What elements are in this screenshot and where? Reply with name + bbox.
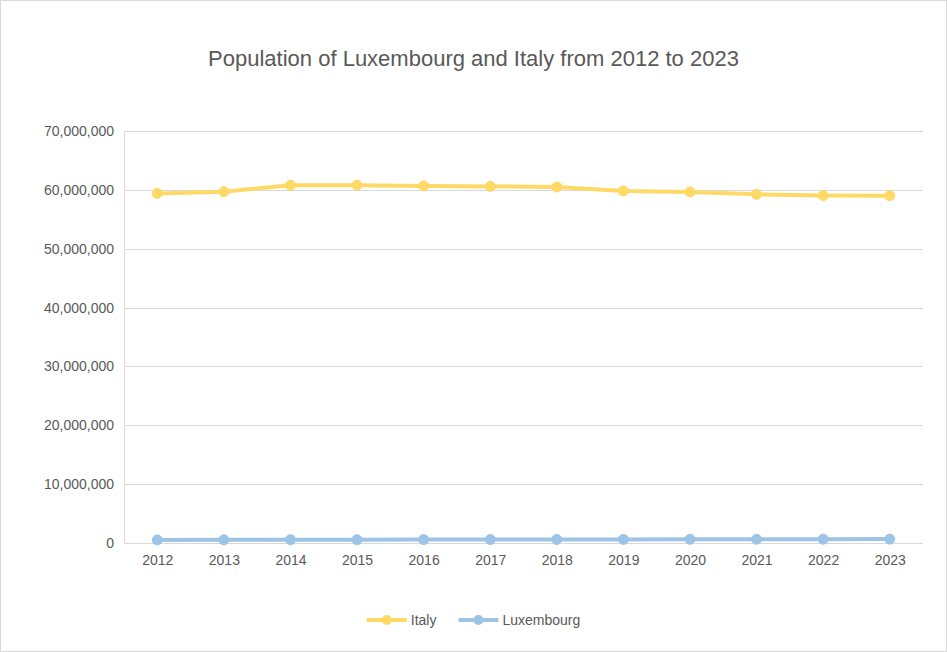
x-tick: 2015 bbox=[342, 543, 373, 568]
x-tick: 2021 bbox=[741, 543, 772, 568]
y-tick: 70,000,000 bbox=[44, 123, 124, 139]
series-marker bbox=[219, 187, 229, 197]
grid-line bbox=[124, 131, 923, 132]
series-marker bbox=[818, 534, 828, 544]
y-tick-label: 50,000,000 bbox=[44, 241, 114, 257]
grid-line bbox=[124, 425, 923, 426]
x-tick-label: 2014 bbox=[275, 552, 306, 568]
x-tick: 2023 bbox=[875, 543, 906, 568]
y-axis-line bbox=[124, 132, 125, 544]
grid-line bbox=[124, 308, 923, 309]
y-axis: 0 10,000,000 20,000,000 30,000,000 40,000,00… bbox=[44, 123, 125, 551]
y-tick: 60,000,000 bbox=[44, 182, 124, 198]
series-marker bbox=[752, 534, 762, 544]
y-tick: 0 bbox=[106, 535, 124, 551]
x-tick: 2020 bbox=[675, 543, 706, 568]
legend-marker bbox=[473, 615, 483, 625]
x-tick: 2018 bbox=[542, 543, 573, 568]
grid-line bbox=[124, 249, 923, 250]
legend-label: Italy bbox=[411, 612, 437, 628]
y-tick-label: 70,000,000 bbox=[44, 123, 114, 139]
y-tick-label: 40,000,000 bbox=[44, 300, 114, 316]
x-tick: 2012 bbox=[142, 543, 173, 568]
legend-item: Italy bbox=[367, 612, 437, 628]
x-tick-label: 2015 bbox=[342, 552, 373, 568]
series-marker bbox=[419, 181, 429, 191]
x-tick: 2017 bbox=[475, 543, 506, 568]
x-tick-label: 2018 bbox=[542, 552, 573, 568]
x-tick-label: 2022 bbox=[808, 552, 839, 568]
chart: 0 10,000,000 20,000,000 30,000,000 40,000,00… bbox=[0, 0, 947, 652]
x-tick: 2022 bbox=[808, 543, 839, 568]
chart-border bbox=[1, 1, 947, 652]
grid-line bbox=[124, 543, 923, 544]
x-tick-label: 2021 bbox=[741, 552, 772, 568]
x-axis: 2012 2013 2014 2015 2016 2017 2018 2019 2020 2021… bbox=[124, 543, 923, 568]
series-line bbox=[157, 537, 889, 542]
y-tick: 40,000,000 bbox=[44, 300, 124, 316]
legend-item: Luxembourg bbox=[458, 612, 580, 628]
x-axis-line bbox=[124, 543, 923, 544]
y-tick: 20,000,000 bbox=[44, 417, 124, 433]
series-marker bbox=[818, 191, 828, 201]
grid-line bbox=[124, 366, 923, 367]
series-marker bbox=[885, 191, 895, 201]
series-marker bbox=[352, 180, 362, 190]
y-tick-label: 30,000,000 bbox=[44, 358, 114, 374]
series-marker bbox=[752, 189, 762, 199]
title: Population of Luxembourg and Italy from … bbox=[208, 46, 739, 71]
y-tick-label: 20,000,000 bbox=[44, 417, 114, 433]
x-tick: 2013 bbox=[209, 543, 240, 568]
series-marker bbox=[485, 181, 495, 191]
y-tick: 50,000,000 bbox=[44, 241, 124, 257]
legend: Italy Luxembourg bbox=[367, 612, 581, 628]
series-marker bbox=[885, 534, 895, 544]
x-tick: 2014 bbox=[275, 543, 306, 568]
x-tick: 2019 bbox=[608, 543, 639, 568]
x-tick-label: 2023 bbox=[875, 552, 906, 568]
x-tick: 2016 bbox=[409, 543, 440, 568]
series-marker bbox=[285, 180, 295, 190]
series-marker bbox=[685, 534, 695, 544]
series-marker bbox=[352, 535, 362, 545]
x-tick-label: 2020 bbox=[675, 552, 706, 568]
y-tick-label: 0 bbox=[106, 535, 114, 551]
legend-marker bbox=[382, 615, 392, 625]
grid bbox=[124, 132, 923, 544]
series-marker bbox=[285, 535, 295, 545]
series-group bbox=[152, 180, 894, 545]
x-tick-label: 2016 bbox=[409, 552, 440, 568]
y-tick: 30,000,000 bbox=[44, 358, 124, 374]
legend-label: Luxembourg bbox=[502, 612, 580, 628]
x-tick-label: 2012 bbox=[142, 552, 173, 568]
x-tick-label: 2019 bbox=[608, 552, 639, 568]
series-marker bbox=[152, 535, 162, 545]
series-marker bbox=[552, 534, 562, 544]
series-marker bbox=[485, 535, 495, 545]
series-line bbox=[157, 185, 889, 196]
series-marker bbox=[685, 187, 695, 197]
series-marker bbox=[618, 186, 628, 196]
x-tick-label: 2017 bbox=[475, 552, 506, 568]
y-tick: 10,000,000 bbox=[44, 476, 124, 492]
x-tick-label: 2013 bbox=[209, 552, 240, 568]
y-tick-label: 10,000,000 bbox=[44, 476, 114, 492]
series-marker bbox=[552, 182, 562, 192]
grid-line bbox=[124, 484, 923, 485]
y-tick-label: 60,000,000 bbox=[44, 182, 114, 198]
series-marker bbox=[618, 534, 628, 544]
plot-area: 0 10,000,000 20,000,000 30,000,000 40,000,00… bbox=[44, 123, 923, 568]
series-marker bbox=[219, 535, 229, 545]
series-marker bbox=[419, 535, 429, 545]
series-marker bbox=[152, 188, 162, 198]
